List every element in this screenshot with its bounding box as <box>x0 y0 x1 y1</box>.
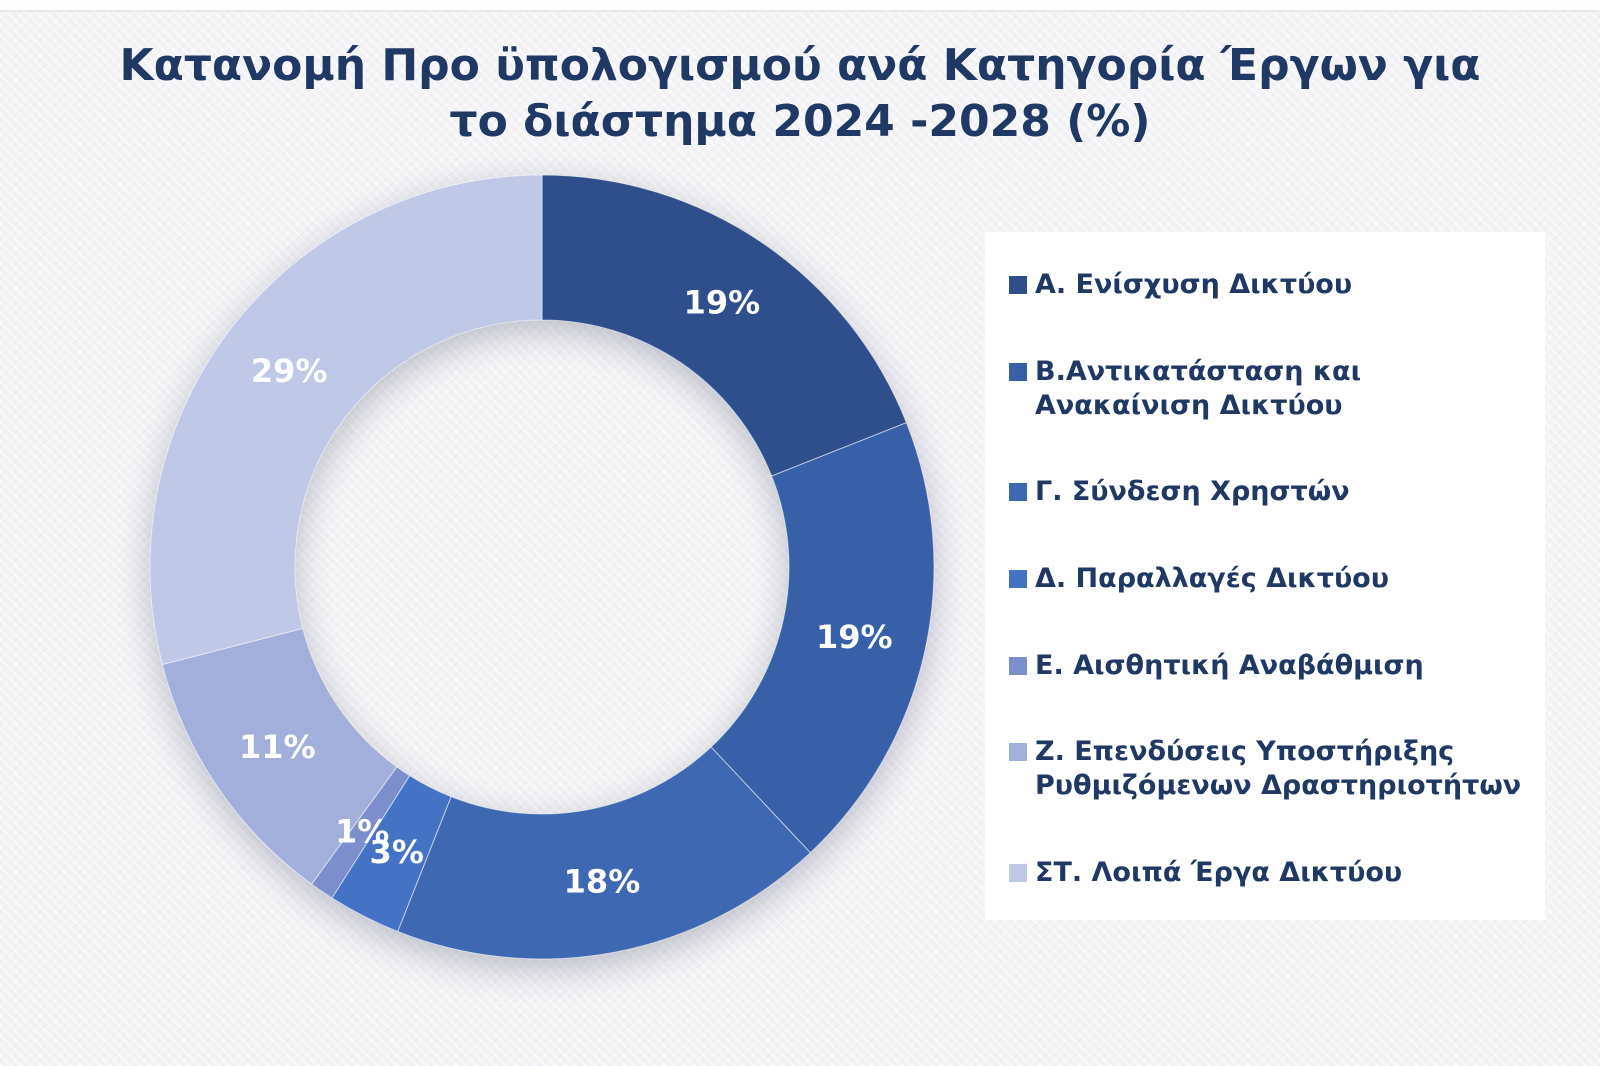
donut-segment <box>397 746 812 960</box>
legend-swatch-icon <box>1009 569 1027 588</box>
legend-swatch-icon <box>1009 362 1027 381</box>
legend-label: ΣΤ. Λοιπά Έργα Δικτύου <box>1035 856 1403 888</box>
donut-data-label: 19% <box>816 618 893 656</box>
legend-swatch-icon <box>1009 743 1027 762</box>
donut-data-label: 18% <box>564 862 641 900</box>
chart-title: Κατανομή Προ ϋπολογισμού ανά Κατηγορία Έ… <box>0 38 1600 151</box>
legend-item: Ε. Αισθητική Αναβάθμιση <box>1009 649 1527 683</box>
donut-ring <box>149 174 935 960</box>
legend-label: Ζ. Επενδύσεις Υποστήριξης Ρυθμιζόμενων Δ… <box>1035 736 1522 802</box>
chart-title-line2: το διάστημα 2024 -2028 (%) <box>449 96 1151 148</box>
legend-item: Α. Ενίσχυση Δικτύου <box>1009 268 1527 302</box>
legend-swatch-icon <box>1009 863 1027 882</box>
donut-data-label: 29% <box>251 352 328 390</box>
legend-label: Β.Αντικατάσταση και Ανακαίνιση Δικτύου <box>1035 355 1362 421</box>
legend-item: Δ. Παραλλαγές Δικτύου <box>1009 562 1527 596</box>
legend-item: Γ. Σύνδεση Χρηστών <box>1009 475 1527 509</box>
donut-segment <box>541 174 908 477</box>
donut-segment <box>149 174 543 666</box>
donut-data-label: 1% <box>335 813 389 851</box>
donut-data-label: 19% <box>684 283 761 321</box>
chart-legend: Α. Ενίσχυση Δικτύου Β.Αντικατάσταση και Α… <box>985 232 1545 920</box>
legend-label: Α. Ενίσχυση Δικτύου <box>1035 269 1353 300</box>
legend-label: Ε. Αισθητική Αναβάθμιση <box>1035 649 1424 681</box>
legend-item: ΣΤ. Λοιπά Έργα Δικτύου <box>1009 856 1527 890</box>
chart-title-line1: Κατανομή Προ ϋπολογισμού ανά Κατηγορία Έ… <box>119 40 1481 91</box>
legend-swatch-icon <box>1009 656 1027 675</box>
donut-data-label: 3% <box>370 833 424 871</box>
legend-label: Γ. Σύνδεση Χρηστών <box>1035 476 1350 508</box>
legend-swatch-icon <box>1009 483 1027 502</box>
legend-swatch-icon <box>1009 276 1027 294</box>
page-top-strip <box>0 0 1600 12</box>
donut-data-label: 11% <box>239 728 316 766</box>
donut-segment <box>710 422 935 854</box>
legend-item: Ζ. Επενδύσεις Υποστήριξης Ρυθμιζόμενων Δ… <box>1009 735 1527 803</box>
legend-item: Β.Αντικατάσταση και Ανακαίνιση Δικτύου <box>1009 355 1527 423</box>
legend-label: Δ. Παραλλαγές Δικτύου <box>1035 562 1389 594</box>
